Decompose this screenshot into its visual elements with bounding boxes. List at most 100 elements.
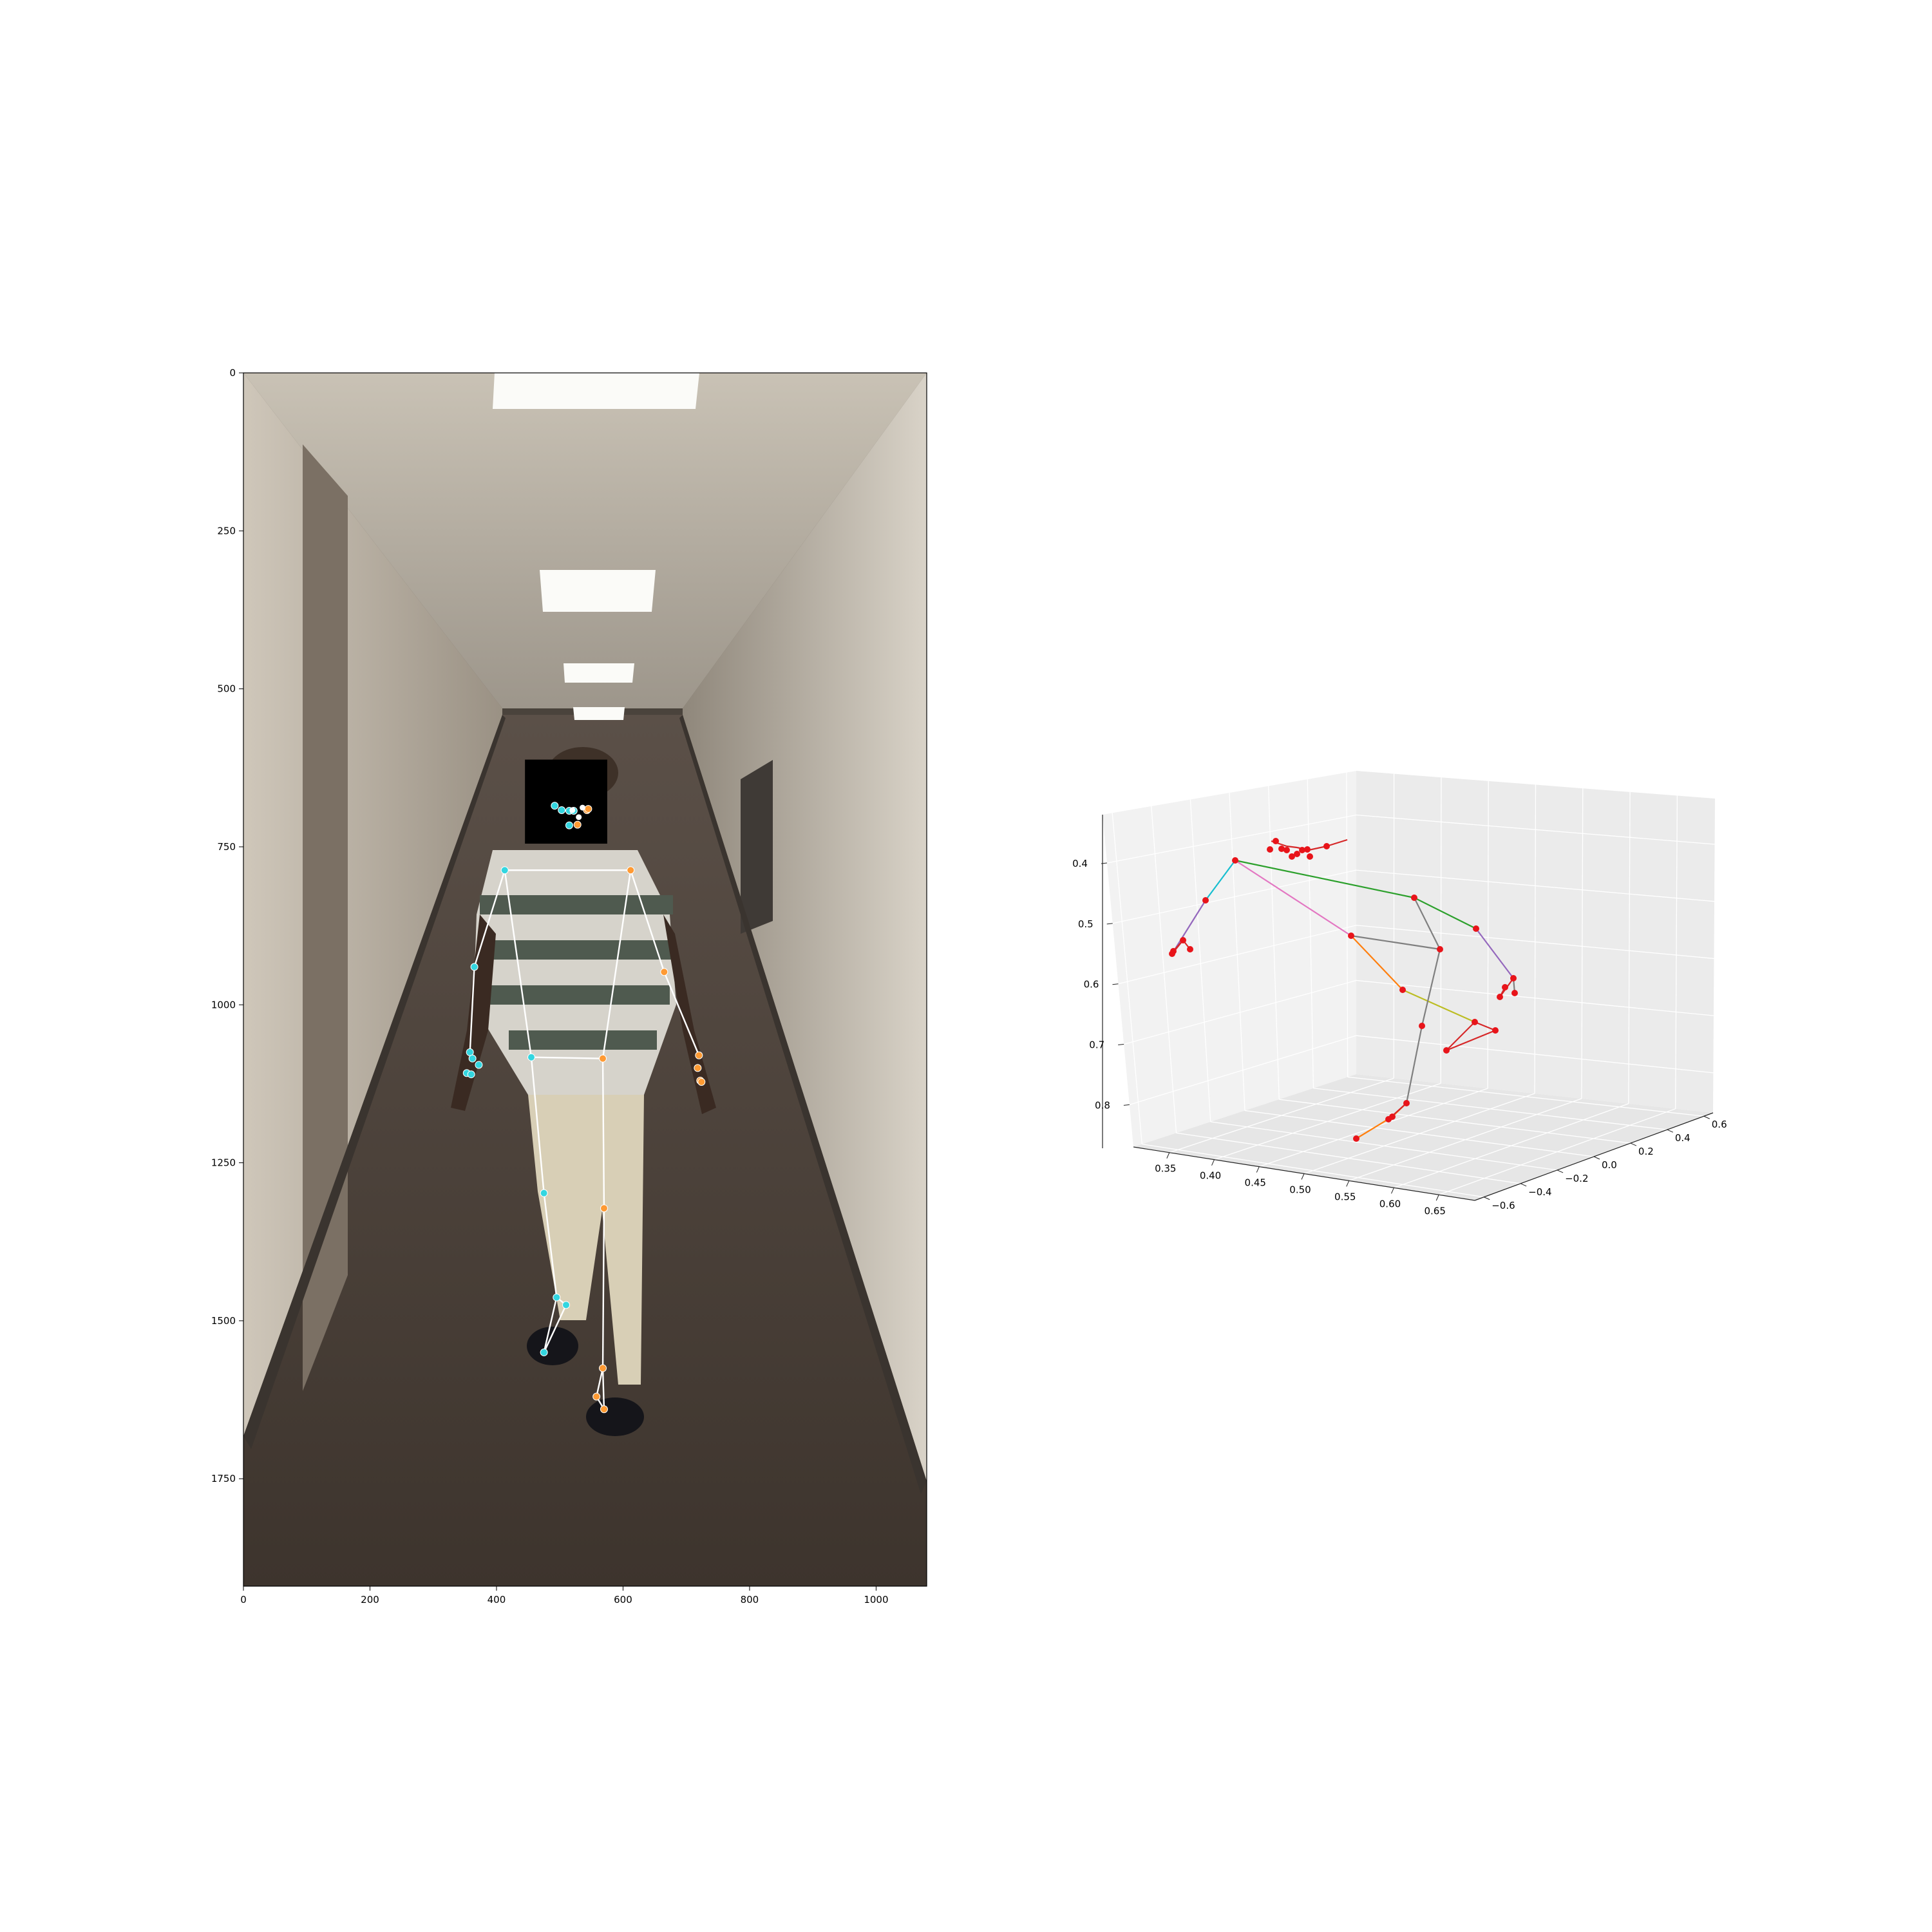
- grid-line-y-floor: [1279, 1099, 1631, 1144]
- keypoint-3d: [1180, 937, 1186, 943]
- z3d-tick-label: 0.5: [1078, 918, 1094, 930]
- y3d-tick-label: 0.6: [1712, 1119, 1727, 1130]
- bone-3d: [1421, 949, 1441, 1027]
- bone-3d: [1414, 897, 1441, 950]
- grid-line-x-back: [1581, 788, 1584, 1099]
- x-tick-label: 1000: [864, 1594, 888, 1605]
- bone-2d: [530, 1057, 545, 1193]
- keypoint-3d: [1437, 946, 1443, 952]
- z3d-tick-mark: [1106, 923, 1113, 925]
- keypoint-right: [697, 1077, 706, 1086]
- grid-line-z-back: [1356, 925, 1714, 960]
- keypoint-face: [580, 804, 586, 811]
- keypoint-3d: [1353, 1135, 1359, 1142]
- z3d-tick-mark: [1123, 1104, 1130, 1106]
- x3d-tick-mark: [1166, 1152, 1170, 1159]
- bone-2d: [504, 870, 533, 1057]
- grid-line-y-floor: [1176, 1132, 1521, 1184]
- bone-3d: [1446, 1029, 1496, 1052]
- y3d-tick-label: 0.0: [1602, 1159, 1617, 1171]
- keypoints-2d: [462, 802, 706, 1414]
- bone-2d: [469, 967, 475, 1052]
- x-tick-label: 800: [741, 1594, 759, 1605]
- y-tick-label: 500: [217, 683, 236, 695]
- x3d-tick-mark: [1435, 1195, 1439, 1201]
- grid-line-x-back: [1534, 784, 1537, 1094]
- grid-line-y-floor: [1142, 1144, 1484, 1198]
- x3d-tick-label: 0.40: [1200, 1170, 1221, 1182]
- bone-2d: [473, 869, 506, 967]
- bone-2d: [630, 869, 665, 972]
- bone-3d: [1402, 989, 1475, 1023]
- keypoint-3d: [1403, 1100, 1410, 1106]
- keypoint-3d: [1323, 843, 1330, 849]
- y3d-tick-mark: [1593, 1156, 1600, 1160]
- keypoint-left: [468, 1054, 477, 1063]
- z3d-tick-label: 0.4: [1072, 858, 1088, 869]
- y3d-tick-mark: [1557, 1170, 1564, 1173]
- keypoint-right: [599, 1364, 607, 1372]
- keypoint-3d: [1202, 897, 1209, 904]
- keypoint-right: [592, 1392, 601, 1401]
- keypoint-3d: [1492, 1027, 1499, 1034]
- z3d-tick-mark: [1101, 862, 1108, 864]
- y3d-tick-label: 0.4: [1675, 1132, 1690, 1144]
- bone-2d: [543, 1297, 558, 1353]
- keypoint-3d: [1307, 853, 1313, 860]
- pose-3d-axes: 0.35 0.40 0.45 0.50 0.55 0.60 0.65 −0.6 −0.4 −0.2…: [1072, 771, 1727, 1217]
- z3d-tick-mark: [1112, 983, 1119, 985]
- keypoint-3d: [1473, 925, 1479, 932]
- grid-line-y-floor: [1313, 1088, 1667, 1130]
- y-tick-label: 750: [217, 841, 236, 853]
- image-axes-frame: [243, 372, 927, 1587]
- pane-floor: [1133, 1074, 1713, 1200]
- bone-3d: [1414, 897, 1477, 929]
- y-tick-label: 250: [217, 525, 236, 536]
- keypoint-3d: [1411, 895, 1417, 901]
- z3d-tick-label: 0.7: [1089, 1039, 1104, 1051]
- keypoint-3d: [1304, 846, 1311, 853]
- bone-3d: [1171, 900, 1206, 954]
- x3d-tick-label: 0.50: [1289, 1184, 1311, 1196]
- keypoints-3d: [1169, 838, 1518, 1142]
- grid-line-z-back: [1356, 814, 1715, 845]
- keypoint-left: [558, 806, 566, 815]
- bone-3d: [1350, 935, 1403, 990]
- grid-line-y-floor: [1244, 1110, 1595, 1157]
- x-tick-label: 400: [488, 1594, 506, 1605]
- bone-3d: [1205, 860, 1236, 901]
- keypoint-3d: [1187, 946, 1193, 952]
- keypoint-left: [467, 1070, 475, 1079]
- keypoint-right: [627, 866, 635, 875]
- bone-3d: [1446, 1021, 1475, 1051]
- keypoint-3d: [1472, 1019, 1478, 1025]
- y3d-tick-mark: [1484, 1197, 1490, 1200]
- bone-3d: [1286, 845, 1298, 849]
- keypoint-3d: [1511, 990, 1518, 996]
- keypoint-3d: [1294, 851, 1300, 857]
- y-tick-label: 1750: [211, 1473, 236, 1484]
- bone-2d: [601, 1058, 605, 1209]
- x3d-tick-mark: [1346, 1180, 1350, 1187]
- bone-3d: [1235, 860, 1352, 936]
- bone-2d: [663, 971, 700, 1056]
- grid-line-z-left: [1106, 814, 1357, 864]
- grid-line-y-floor: [1210, 1121, 1558, 1171]
- z3d-tick-label: 0.6: [1084, 979, 1099, 990]
- grid-line-z-back: [1356, 980, 1714, 1016]
- keypoint-3d: [1348, 933, 1354, 939]
- keypoint-3d: [1299, 847, 1305, 853]
- z3d-tick-label: 0.8: [1095, 1099, 1110, 1111]
- keypoint-right: [573, 820, 582, 829]
- grid-line-y-left: [1151, 806, 1177, 1133]
- keypoint-left: [540, 1189, 548, 1197]
- keypoint-3d: [1273, 838, 1279, 844]
- y-tick-label: 1000: [211, 999, 236, 1010]
- keypoint-3d: [1443, 1047, 1450, 1054]
- keypoint-3d: [1419, 1023, 1425, 1029]
- bone-2d: [543, 1304, 567, 1353]
- y-tick-label: 0: [229, 367, 236, 379]
- y3d-tick-mark: [1630, 1142, 1637, 1146]
- skeleton-2d: [469, 869, 700, 1410]
